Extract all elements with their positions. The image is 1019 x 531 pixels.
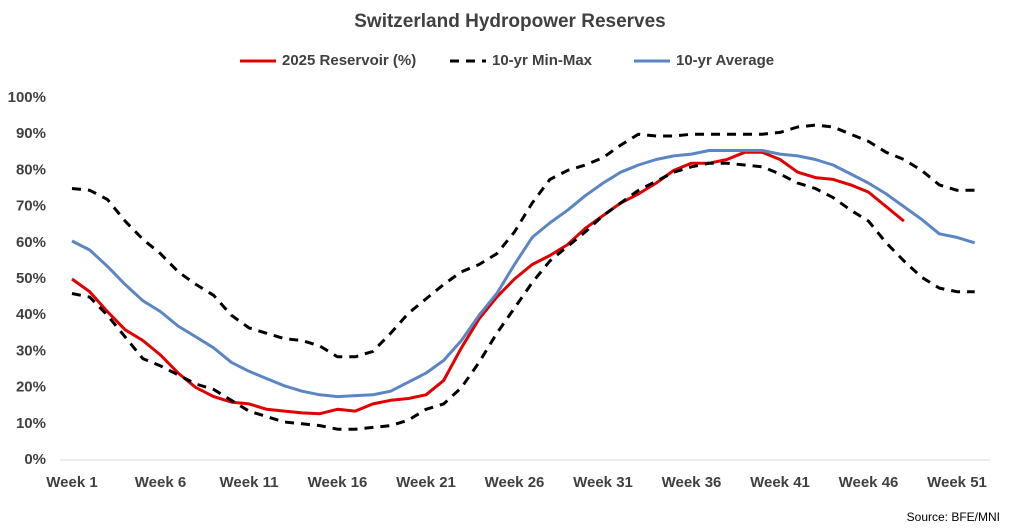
x-tick-label: Week 41	[750, 474, 810, 491]
x-tick-label: Week 21	[396, 474, 456, 491]
x-tick-label: Week 46	[839, 474, 899, 491]
x-tick-label: Week 51	[927, 474, 987, 491]
y-tick-label: 50%	[16, 270, 46, 287]
y-tick-label: 40%	[16, 306, 46, 323]
x-tick-label: Week 11	[220, 474, 279, 491]
y-tick-label: 20%	[16, 379, 46, 396]
legend-label: 2025 Reservoir (%)	[282, 52, 416, 69]
y-tick-label: 100%	[8, 89, 46, 106]
legend-label: 10-yr Min-Max	[492, 52, 593, 69]
y-tick-label: 90%	[16, 125, 46, 142]
x-tick-label: Week 26	[485, 474, 545, 491]
x-tick-label: Week 6	[135, 474, 186, 491]
series-line	[71, 150, 905, 416]
y-tick-label: 70%	[16, 198, 46, 215]
legend-label: 10-yr Average	[676, 52, 774, 69]
chart-title: Switzerland Hydropower Reserves	[354, 11, 666, 32]
y-tick-label: 60%	[16, 234, 46, 251]
x-tick-label: Week 36	[662, 474, 722, 491]
x-tick-label: Week 16	[308, 474, 368, 491]
y-tick-label: 80%	[16, 161, 46, 178]
series-line	[71, 123, 975, 359]
source: Source: BFE/MNI	[907, 510, 1000, 524]
y-tick-label: 0%	[24, 451, 46, 468]
series-line-lower	[71, 161, 975, 431]
x-tick-label: Week 1	[46, 474, 97, 491]
y-tick-label: 30%	[16, 342, 46, 359]
y-tick-label: 10%	[16, 415, 46, 432]
x-tick-label: Week 31	[573, 474, 633, 491]
series-line	[71, 149, 976, 399]
